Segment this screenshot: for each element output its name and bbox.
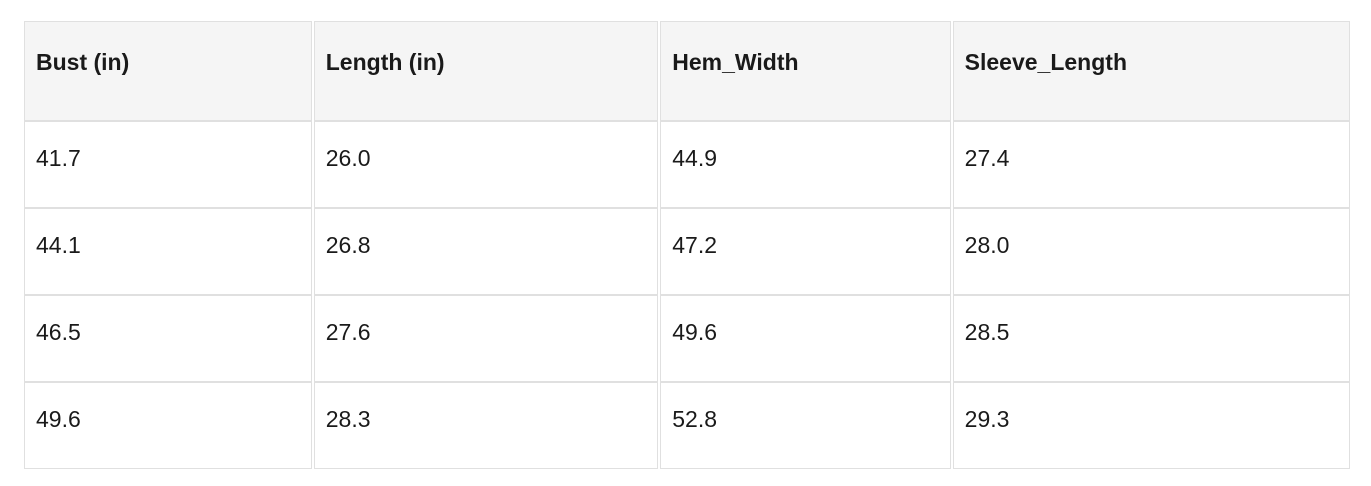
table-row: 44.1 26.8 47.2 28.0	[24, 208, 1350, 295]
table-cell: 49.6	[660, 295, 951, 382]
table-cell: 49.6	[24, 382, 312, 469]
table-cell: 27.6	[313, 295, 659, 382]
table-cell: 28.5	[952, 295, 1350, 382]
header-cell: Hem_Width	[660, 21, 951, 121]
table-cell: 52.8	[660, 382, 951, 469]
table-row: 46.5 27.6 49.6 28.5	[24, 295, 1350, 382]
table-row: 49.6 28.3 52.8 29.3	[24, 382, 1350, 469]
table-cell: 26.0	[313, 121, 659, 208]
table-cell: 28.0	[952, 208, 1350, 295]
table-cell: 46.5	[24, 295, 312, 382]
table-cell: 41.7	[24, 121, 312, 208]
header-cell: Sleeve_Length	[952, 21, 1350, 121]
table-row: 41.7 26.0 44.9 27.4	[24, 121, 1350, 208]
table-cell: 26.8	[313, 208, 659, 295]
measurements-table: Bust (in) Length (in) Hem_Width Sleeve_Leng…	[22, 21, 1352, 469]
header-row: Bust (in) Length (in) Hem_Width Sleeve_Leng…	[24, 21, 1350, 121]
header-cell: Length (in)	[313, 21, 659, 121]
table-cell: 44.1	[24, 208, 312, 295]
table-cell: 27.4	[952, 121, 1350, 208]
table-cell: 29.3	[952, 382, 1350, 469]
table-body: 41.7 26.0 44.9 27.4 44.1 26.8 47.2 28.0 46.5 27.6…	[24, 121, 1350, 469]
table-cell: 28.3	[313, 382, 659, 469]
header-cell: Bust (in)	[24, 21, 312, 121]
table-cell: 44.9	[660, 121, 951, 208]
table-cell: 47.2	[660, 208, 951, 295]
